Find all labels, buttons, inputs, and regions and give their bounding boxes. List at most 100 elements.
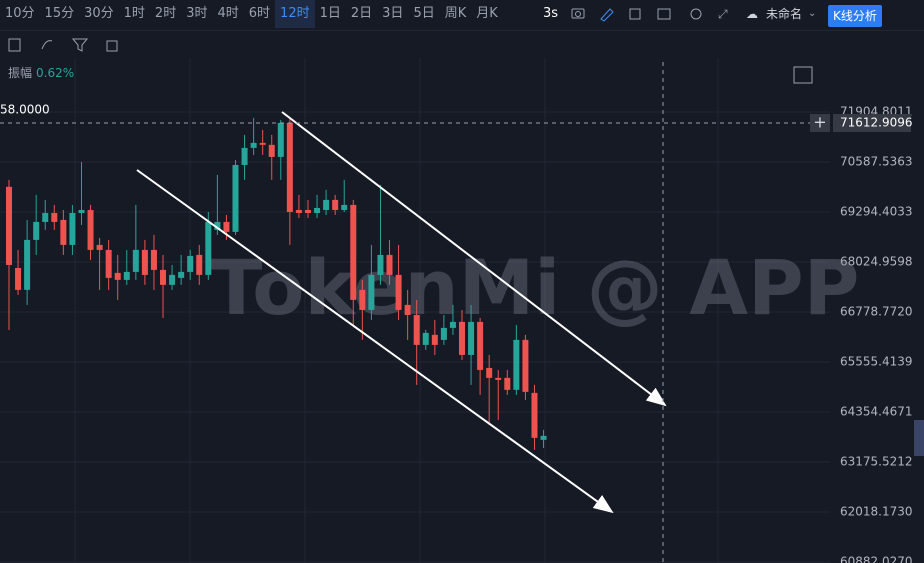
y-tick-label: 69294.4033 [840,204,913,218]
candle-body [350,204,357,300]
candle-body [78,209,85,213]
candle-body [214,221,221,230]
candle-body [522,339,529,392]
drawing-bar [0,30,924,59]
candle-body [468,321,475,355]
candle-body [531,392,538,438]
candle-body [404,304,411,315]
candle-body [459,321,465,355]
candle-body [259,142,266,145]
candle-body [33,221,40,240]
layout-name[interactable]: 未命名 [766,7,803,21]
crosshair-label-box [833,113,911,132]
candle-body [114,272,121,280]
candle-body [513,339,520,390]
interval[interactable]: 15分 [44,6,75,21]
candle-body [368,274,375,310]
grid-layer: 71904.8011 70587.5363 69294.4033 68024.9598… [0,104,913,563]
expand-icon[interactable] [793,66,813,84]
amplitude-value: 0.62% [36,66,75,80]
interval[interactable]: 3时 [186,6,208,21]
interval[interactable]: 5日 [413,6,435,21]
interval[interactable]: 周K [444,6,467,21]
candle-body [504,377,511,390]
layout-icon[interactable]: ☁ [746,7,758,21]
crosshair-plus: + [813,112,826,131]
candle-body [205,221,212,275]
candle-body [422,332,429,345]
y-tick-label: 60882.0270 [840,554,913,563]
candle-body [24,239,31,290]
interval[interactable]: 2日 [350,6,373,21]
interval[interactable]: 4时 [217,6,239,21]
candle-body [187,255,194,272]
candle-body [69,212,76,245]
interval[interactable]: 12时 [275,0,315,28]
refresh[interactable]: 3s [543,6,559,21]
candle-body [87,209,94,250]
trend-line [281,111,667,407]
candle-body [6,186,12,265]
vertical-grid [74,58,719,563]
candle-body [304,209,311,213]
interval[interactable]: 3日 [382,6,404,21]
candle-body [277,122,284,157]
interval[interactable]: 6时 [248,6,271,21]
candle-body [178,271,185,278]
crosshair-price-label: 71612.9096 [840,115,913,129]
candle-body [286,122,293,213]
interval[interactable]: 1日 [319,6,341,21]
drawing-icons[interactable] [0,31,130,59]
amplitude-label: 振幅 [8,66,33,80]
candle-body [440,327,447,340]
tool-icons[interactable] [570,6,720,34]
y-tick-label: 63175.5212 [840,454,913,468]
interval-list: 10分 15分 30分 1时 2时 3时 4时 6时 12时 1日 2日 3日 5日 周K 月K [0,0,503,28]
y-tick-label: 65555.4139 [840,354,913,368]
price-line-label: 58.0000 [0,103,50,117]
interval[interactable]: 2时 [154,6,177,21]
amplitude: 振幅 0.62% [8,64,74,81]
candle-body [332,199,339,210]
candle-body [96,244,103,250]
candle-body [395,274,402,310]
crosshair-plus-box [810,113,830,132]
side-tab[interactable] [914,420,924,456]
analysis-button[interactable]: K线分析 [828,5,882,27]
candle-body [105,249,112,278]
candle-body [359,289,366,310]
candle-body [42,212,49,222]
interval[interactable]: 10分 [5,6,35,21]
y-tick-label: 70587.5363 [840,154,913,168]
candle-body [486,367,493,378]
y-tick-label: 62018.1730 [840,504,913,518]
y-tick-label: 68024.9598 [840,254,913,268]
candle-body [477,321,484,370]
candle-body [169,274,176,285]
candle-body [160,269,167,285]
candle-body [431,334,438,345]
candle-body [51,212,58,222]
candle-body [449,321,456,328]
candle-body [250,142,257,148]
candle-body [141,249,148,275]
fullscreen-icon[interactable]: ⤢ [718,7,728,21]
interval[interactable]: 30分 [84,6,114,21]
candle-body [123,271,130,280]
candle-body [60,219,67,245]
candle-body [132,249,139,272]
candle-body [15,267,22,290]
candle-body [314,207,321,213]
dropdown-arrow[interactable]: ⌄ [808,8,817,19]
candle-body [540,435,547,440]
toolbar: 10分 15分 30分 1时 2时 3时 4时 6时 12时 1日 2日 3日 5日 周K 月K 3s ⤢ … [0,0,924,28]
candle-body [386,254,393,275]
candle-body [223,221,230,232]
interval[interactable]: 月K [476,6,498,21]
candles [6,117,547,450]
interval[interactable]: 1时 [123,6,145,21]
candle-body [413,314,420,345]
y-tick-label: 66778.7720 [840,304,913,318]
